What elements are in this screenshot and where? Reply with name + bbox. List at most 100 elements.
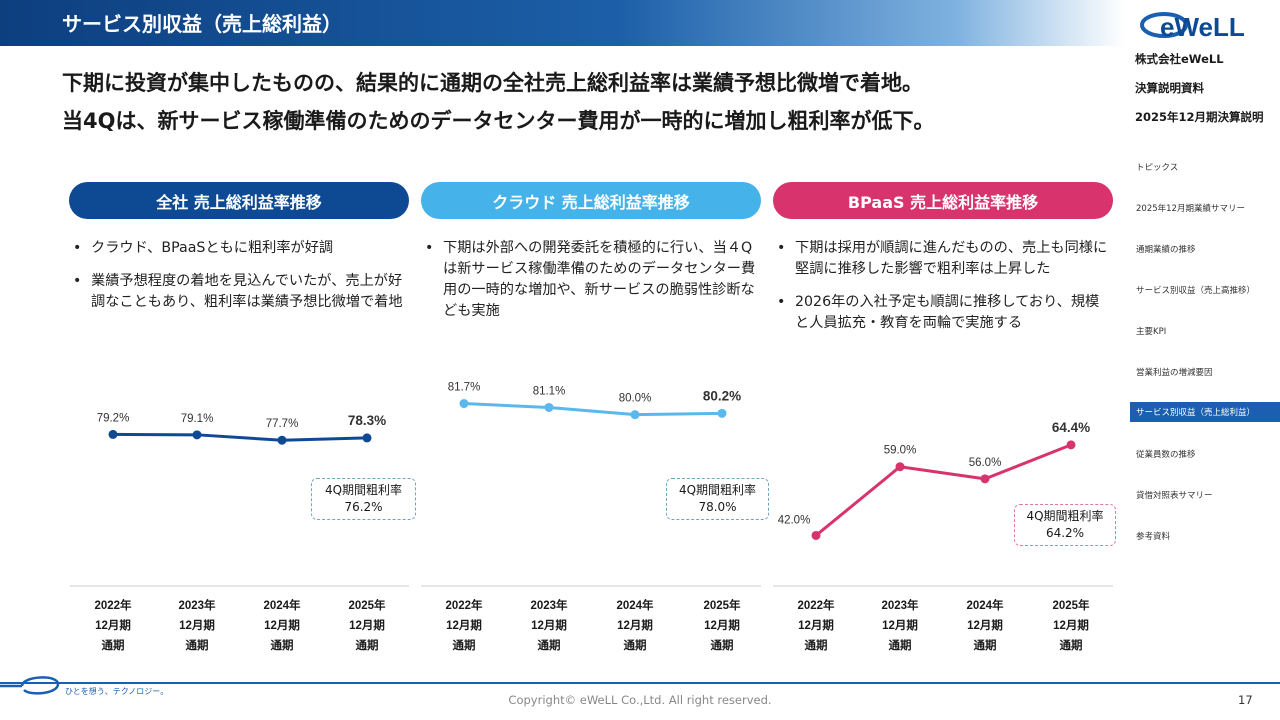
q4-note-label: 4Q期間粗利率 xyxy=(678,483,757,497)
q4-note-value: 64.2% xyxy=(1045,526,1085,540)
footer-tagline: ひとを想う、テクノロジー。 xyxy=(65,687,169,696)
data-point-cloud xyxy=(459,399,469,409)
x-tick-label-cloud: 2025年 xyxy=(703,598,741,612)
x-tick-label-total: 12月期 xyxy=(264,618,300,632)
q4-note-value: 76.2% xyxy=(344,500,383,514)
panel-heading-total: 全社 売上総利益率推移 xyxy=(69,182,409,219)
x-tick-label-cloud: 2024年 xyxy=(616,598,654,612)
x-tick-label-total: 12月期 xyxy=(179,618,215,632)
data-label-cloud: 80.0% xyxy=(619,393,652,405)
x-tick-label-total: 2022年 xyxy=(94,598,132,612)
x-tick-label-bpaas: 通期 xyxy=(974,638,997,652)
data-point-total xyxy=(362,433,372,443)
x-tick-label-total: 通期 xyxy=(186,638,209,652)
document-period: 2025年12月期決算説明 xyxy=(1135,110,1264,124)
nav-item-gross-profit[interactable]: サービス別収益（売上総利益） xyxy=(1130,402,1280,422)
panel-heading-bpaas: BPaaS 売上総利益率推移 xyxy=(773,182,1113,219)
nav-item-operating-profit[interactable]: 営業利益の増減要因 xyxy=(1136,367,1213,378)
series-line-cloud xyxy=(463,402,723,417)
x-tick-label-total: 12月期 xyxy=(95,618,131,632)
x-tick-label-cloud: 2022年 xyxy=(445,598,483,612)
x-tick-label-bpaas: 2025年 xyxy=(1052,598,1090,612)
q4-note-cloud: 4Q期間粗利率 78.0% xyxy=(666,478,769,520)
bullet-item: 業績予想程度の着地を見込んでいたが、売上が好調なこともあり、粗利率は業績予想比微… xyxy=(69,271,409,313)
bullet-item: 下期は外部への開発委託を積極的に行い、当４Qは新サービス稼働準備のためのデータセ… xyxy=(421,238,761,322)
x-tick-label-cloud: 通期 xyxy=(538,638,561,652)
nav-item-revenue-by-service[interactable]: サービス別収益（売上高推移） xyxy=(1136,285,1256,296)
x-tick-label-cloud: 通期 xyxy=(453,638,476,652)
page-number: 17 xyxy=(1238,693,1253,707)
nav-item-employees[interactable]: 従業員数の推移 xyxy=(1136,449,1196,460)
copyright: Copyright© eWeLL Co.,Ltd. All right rese… xyxy=(508,693,772,707)
x-tick-label-cloud: 通期 xyxy=(624,638,647,652)
data-label-total: 79.1% xyxy=(181,413,214,425)
x-tick-label-bpaas: 2023年 xyxy=(881,598,919,612)
logo-text: eWeLL xyxy=(1160,12,1245,42)
q4-note-label: 4Q期間粗利率 xyxy=(324,483,403,497)
company-info: 株式会社eWeLL 決算説明資料 2025年12月期決算説明 xyxy=(1135,53,1275,141)
nav-item-balance-sheet[interactable]: 貸借対照表サマリー xyxy=(1136,490,1213,501)
nav-item-kpi[interactable]: 主要KPI xyxy=(1136,326,1167,337)
x-tick-label-bpaas: 12月期 xyxy=(798,618,834,632)
x-tick-label-bpaas: 2022年 xyxy=(797,598,835,612)
bullets-cloud: 下期は外部への開発委託を積極的に行い、当４Qは新サービス稼働準備のためのデータセ… xyxy=(421,238,761,334)
data-point-total xyxy=(277,435,287,445)
x-tick-label-bpaas: 12月期 xyxy=(882,618,918,632)
series-line-total xyxy=(112,432,368,442)
x-tick-label-bpaas: 2024年 xyxy=(966,598,1004,612)
q4-note-value: 78.0% xyxy=(698,500,737,514)
nav-item-appendix[interactable]: 参考資料 xyxy=(1136,531,1171,542)
data-point-total xyxy=(192,430,202,440)
page-title: サービス別収益（売上総利益） xyxy=(62,12,342,36)
x-tick-label-total: 2024年 xyxy=(263,598,301,612)
footer-logo-swoosh xyxy=(0,676,60,695)
data-point-cloud xyxy=(544,402,554,412)
data-point-bpaas xyxy=(1066,440,1076,450)
data-label-cloud: 80.2% xyxy=(703,388,741,403)
data-point-cloud xyxy=(630,410,640,420)
data-point-bpaas xyxy=(811,530,821,540)
x-tick-label-cloud: 12月期 xyxy=(446,618,482,632)
x-tick-label-total: 12月期 xyxy=(349,618,385,632)
headline-line-1: 下期に投資が集中したものの、結果的に通期の全社売上総利益率は業績予想比微増で着地… xyxy=(62,71,923,95)
x-tick-label-total: 2025年 xyxy=(348,598,386,612)
data-label-bpaas: 64.4% xyxy=(1052,420,1090,435)
x-tick-label-cloud: 12月期 xyxy=(531,618,567,632)
logo-swoosh xyxy=(1140,12,1188,38)
bullet-item: 2026年の入社予定も順調に推移しており、規模と人員拡充・教育を両輪で実施する xyxy=(773,292,1113,334)
x-tick-label-bpaas: 通期 xyxy=(1060,638,1083,652)
nav-item-summary[interactable]: 2025年12月期業績サマリー xyxy=(1136,203,1245,214)
headline: 下期に投資が集中したものの、結果的に通期の全社売上総利益率は業績予想比微増で着地… xyxy=(62,64,934,140)
x-tick-label-cloud: 2023年 xyxy=(530,598,568,612)
section-nav: トピックス 2025年12月期業績サマリー 通期業績の推移 サービス別収益（売上… xyxy=(1130,146,1280,556)
nav-item-topics[interactable]: トピックス xyxy=(1136,162,1179,173)
data-label-cloud: 81.7% xyxy=(448,382,481,394)
x-tick-label-bpaas: 通期 xyxy=(889,638,912,652)
footer-divider xyxy=(0,682,1280,684)
panel-heading-cloud: クラウド 売上総利益率推移 xyxy=(421,182,761,219)
nav-item-annual-trend[interactable]: 通期業績の推移 xyxy=(1136,244,1196,255)
x-tick-label-total: 通期 xyxy=(102,638,125,652)
x-tick-label-cloud: 12月期 xyxy=(617,618,653,632)
title-bar: サービス別収益（売上総利益） xyxy=(0,0,1125,46)
bullets-total: クラウド、BPaaSともに粗利率が好調 業績予想程度の着地を見込んでいたが、売上… xyxy=(69,238,409,325)
data-label-total: 79.2% xyxy=(97,412,130,424)
footer-logo-mark xyxy=(0,676,60,695)
x-tick-label-total: 通期 xyxy=(356,638,379,652)
series-line-bpaas xyxy=(815,443,1072,537)
bullet-item: クラウド、BPaaSともに粗利率が好調 xyxy=(69,238,409,259)
data-label-total: 77.7% xyxy=(266,418,299,430)
q4-note-total: 4Q期間粗利率 76.2% xyxy=(311,478,416,520)
data-label-total: 78.3% xyxy=(348,413,386,428)
headline-line-2: 当4Qは、新サービス稼働準備のためのデータセンター費用が一時的に増加し粗利率が低… xyxy=(62,109,935,133)
company-logo: eWeLL xyxy=(1140,12,1245,42)
q4-note-label: 4Q期間粗利率 xyxy=(1026,509,1104,523)
x-tick-label-total: 2023年 xyxy=(178,598,216,612)
data-point-bpaas xyxy=(980,474,990,484)
x-tick-label-bpaas: 12月期 xyxy=(1053,618,1089,632)
data-label-bpaas: 59.0% xyxy=(884,445,917,457)
data-label-bpaas: 42.0% xyxy=(778,514,811,526)
x-tick-label-bpaas: 通期 xyxy=(805,638,828,652)
q4-note-bpaas: 4Q期間粗利率 64.2% xyxy=(1014,504,1116,546)
